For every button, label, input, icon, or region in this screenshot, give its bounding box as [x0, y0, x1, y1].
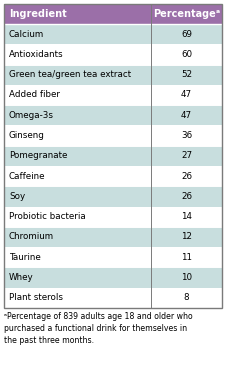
- Text: Green tea/green tea extract: Green tea/green tea extract: [9, 70, 130, 79]
- Bar: [4, 247, 151, 268]
- Text: Antioxidants: Antioxidants: [9, 50, 63, 59]
- Bar: [4, 288, 151, 308]
- Bar: [151, 166, 221, 186]
- Text: 52: 52: [180, 70, 191, 79]
- Text: Taurine: Taurine: [9, 253, 40, 262]
- Bar: [4, 227, 151, 247]
- Text: 60: 60: [180, 50, 191, 59]
- Bar: [4, 268, 151, 288]
- Text: Soy: Soy: [9, 192, 25, 201]
- Bar: [4, 65, 151, 85]
- Text: 36: 36: [180, 131, 191, 140]
- Bar: [151, 24, 221, 44]
- Bar: [4, 146, 151, 166]
- Text: Plant sterols: Plant sterols: [9, 293, 63, 302]
- Bar: [151, 125, 221, 146]
- Bar: [151, 268, 221, 288]
- Text: ᵃPercentage of 839 adults age 18 and older who
purchased a functional drink for : ᵃPercentage of 839 adults age 18 and old…: [4, 312, 192, 345]
- Bar: [4, 125, 151, 146]
- Text: Percentageᵃ: Percentageᵃ: [152, 9, 219, 19]
- Bar: [151, 247, 221, 268]
- Bar: [151, 288, 221, 308]
- Bar: [4, 24, 151, 44]
- Text: 11: 11: [180, 253, 191, 262]
- Text: Whey: Whey: [9, 273, 34, 282]
- Bar: [151, 227, 221, 247]
- Text: Probiotic bacteria: Probiotic bacteria: [9, 212, 85, 221]
- Bar: [4, 166, 151, 186]
- Text: Added fiber: Added fiber: [9, 90, 60, 100]
- Bar: [4, 186, 151, 207]
- Text: 8: 8: [183, 293, 189, 302]
- Bar: [4, 4, 221, 308]
- Text: Caffeine: Caffeine: [9, 172, 45, 180]
- Bar: [151, 207, 221, 227]
- Text: 26: 26: [180, 172, 191, 180]
- Bar: [151, 85, 221, 105]
- Text: 47: 47: [180, 90, 191, 100]
- Bar: [151, 4, 221, 24]
- Text: 10: 10: [180, 273, 191, 282]
- Bar: [4, 85, 151, 105]
- Text: 27: 27: [180, 151, 191, 160]
- Bar: [4, 44, 151, 65]
- Bar: [151, 146, 221, 166]
- Bar: [151, 186, 221, 207]
- Bar: [151, 65, 221, 85]
- Bar: [151, 105, 221, 125]
- Text: Chromium: Chromium: [9, 233, 54, 242]
- Bar: [4, 105, 151, 125]
- Bar: [4, 207, 151, 227]
- Bar: [4, 4, 151, 24]
- Text: 69: 69: [180, 30, 191, 39]
- Text: 47: 47: [180, 111, 191, 120]
- Bar: [151, 44, 221, 65]
- Text: Pomegranate: Pomegranate: [9, 151, 67, 160]
- Text: Omega-3s: Omega-3s: [9, 111, 54, 120]
- Text: 12: 12: [180, 233, 191, 242]
- Text: 14: 14: [180, 212, 191, 221]
- Text: Ginseng: Ginseng: [9, 131, 45, 140]
- Text: 26: 26: [180, 192, 191, 201]
- Text: Calcium: Calcium: [9, 30, 44, 39]
- Text: Ingredient: Ingredient: [9, 9, 66, 19]
